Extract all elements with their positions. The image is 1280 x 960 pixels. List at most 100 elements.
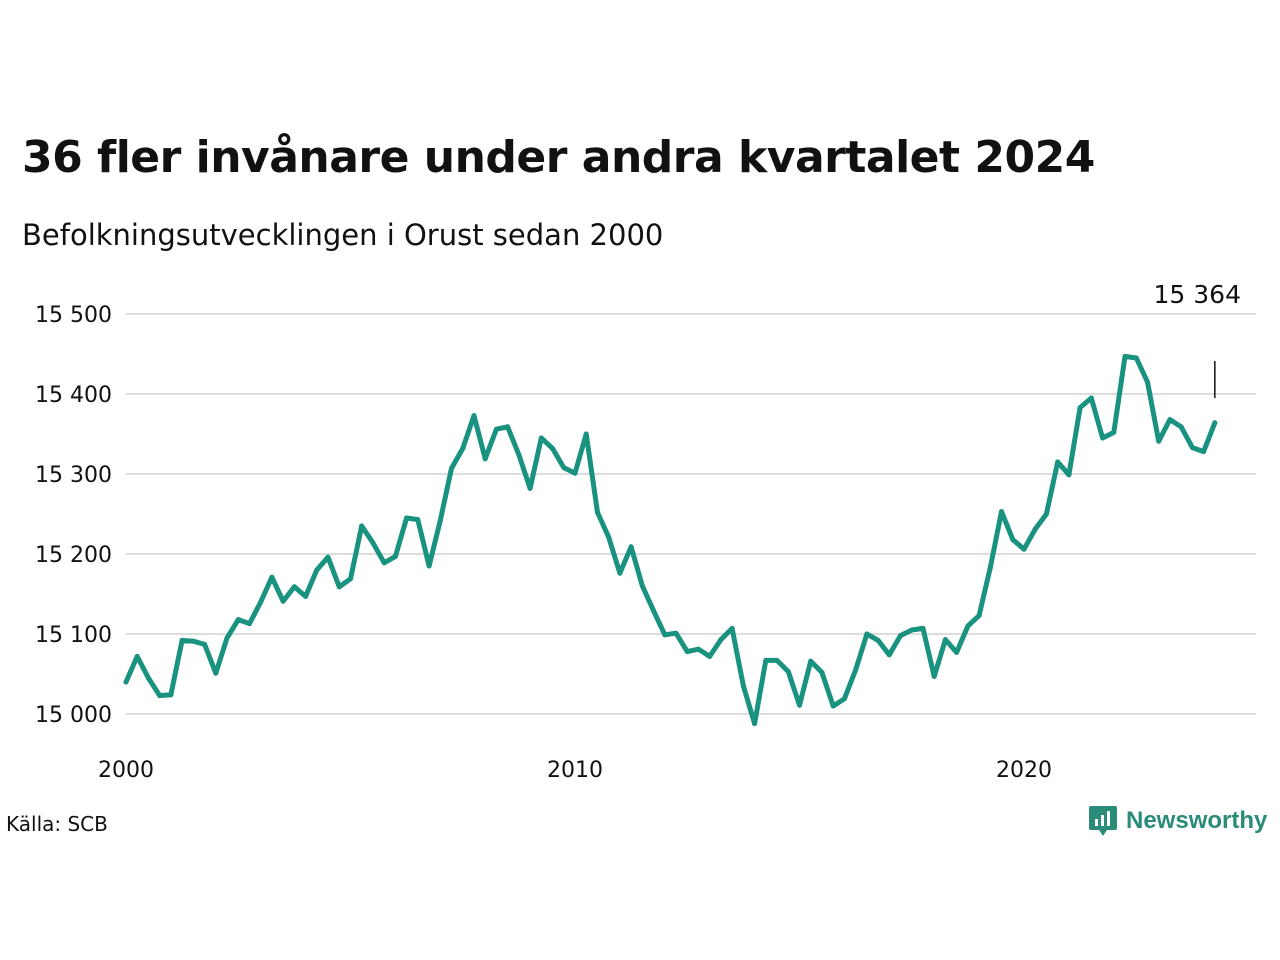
data-point <box>909 627 915 633</box>
data-point <box>1133 355 1139 361</box>
data-point <box>987 565 993 571</box>
data-point <box>1032 526 1038 532</box>
x-axis-ticks: 2000 2010 2020 <box>98 758 1052 783</box>
data-point <box>370 540 376 546</box>
data-point <box>583 431 589 437</box>
y-tick-label: 15 400 <box>35 383 112 408</box>
data-point <box>325 554 331 560</box>
data-point <box>482 456 488 462</box>
data-point <box>853 667 859 673</box>
x-tick-label: 2000 <box>98 758 154 783</box>
data-point <box>550 445 555 451</box>
x-tick-label: 2020 <box>996 758 1052 783</box>
data-point <box>426 563 432 569</box>
data-point <box>437 517 443 523</box>
data-points <box>123 353 1218 727</box>
data-point <box>134 653 140 659</box>
data-point <box>976 613 982 619</box>
data-point <box>348 576 353 582</box>
data-point <box>729 625 735 631</box>
data-point <box>381 560 387 566</box>
data-point <box>392 553 398 559</box>
data-point <box>954 649 960 655</box>
end-value-label: 15 364 <box>1154 280 1241 309</box>
y-tick-label: 15 000 <box>35 703 112 728</box>
data-point <box>190 638 196 644</box>
data-point <box>763 657 769 663</box>
data-point <box>291 584 297 590</box>
x-tick-label: 2010 <box>547 758 603 783</box>
data-point <box>280 598 286 604</box>
data-point <box>864 631 870 637</box>
data-point <box>1201 449 1207 455</box>
data-point <box>595 509 600 515</box>
data-point <box>179 637 185 643</box>
data-point <box>359 523 365 529</box>
data-point <box>168 692 174 698</box>
data-point <box>662 632 668 638</box>
data-point <box>123 679 129 685</box>
data-point <box>1077 405 1083 411</box>
data-point <box>1145 379 1150 385</box>
data-point <box>1212 420 1218 426</box>
data-point <box>538 435 544 441</box>
data-point <box>1088 395 1094 401</box>
data-point <box>651 608 657 614</box>
data-point <box>1066 472 1072 478</box>
data-point <box>471 413 477 419</box>
data-point <box>785 669 791 675</box>
data-point <box>1167 417 1173 423</box>
data-point <box>1043 511 1049 517</box>
data-point <box>1111 429 1117 435</box>
data-point <box>684 649 690 655</box>
data-point <box>1178 424 1184 430</box>
data-point <box>999 509 1004 515</box>
data-point <box>830 703 836 709</box>
data-point <box>460 445 466 451</box>
data-point <box>931 673 937 679</box>
data-point <box>797 702 802 708</box>
data-point <box>965 623 971 629</box>
data-point <box>841 696 847 702</box>
y-tick-label: 15 500 <box>35 303 112 328</box>
data-point <box>314 567 320 573</box>
data-point <box>269 574 275 580</box>
population-line <box>123 353 1218 727</box>
data-point <box>561 465 567 471</box>
data-point <box>235 617 241 623</box>
data-point <box>886 652 892 658</box>
data-point <box>819 669 825 675</box>
data-point <box>1055 459 1061 465</box>
data-point <box>740 683 746 689</box>
data-point <box>673 630 679 636</box>
data-point <box>415 517 421 523</box>
data-point <box>224 635 230 641</box>
gridlines <box>126 313 1256 715</box>
data-point <box>247 621 252 627</box>
data-point <box>213 670 219 676</box>
brand-name: Newsworthy <box>1126 807 1268 834</box>
newsworthy-logo-icon <box>1089 806 1117 836</box>
data-point <box>1156 438 1162 444</box>
data-point <box>628 544 634 550</box>
y-axis-ticks: 15 000 15 100 15 200 15 300 15 400 15 500 <box>35 303 112 728</box>
data-point <box>572 470 578 476</box>
data-point <box>449 465 454 471</box>
data-point <box>752 721 758 727</box>
data-point <box>1189 445 1195 451</box>
chart-title: 36 fler invånare under andra kvartalet 2… <box>22 132 1095 183</box>
data-point <box>1021 546 1027 552</box>
y-tick-label: 15 300 <box>35 463 112 488</box>
y-tick-label: 15 200 <box>35 543 112 568</box>
data-point <box>696 646 701 652</box>
data-point <box>1100 435 1106 441</box>
data-point <box>493 426 499 432</box>
data-point <box>617 570 623 576</box>
data-point <box>505 424 511 430</box>
data-point <box>718 637 724 643</box>
data-point <box>336 584 342 590</box>
data-point <box>942 637 948 643</box>
brand-logo[interactable]: Newsworthy <box>1088 804 1267 838</box>
data-point <box>258 599 264 605</box>
data-point <box>303 593 309 599</box>
